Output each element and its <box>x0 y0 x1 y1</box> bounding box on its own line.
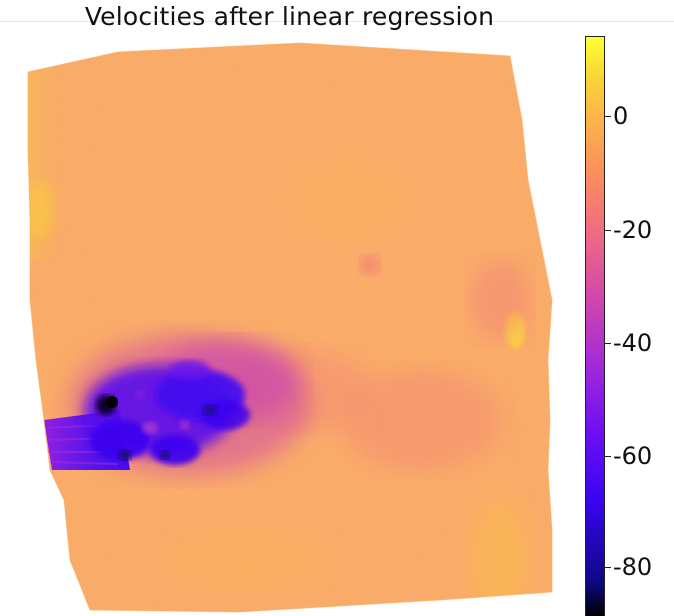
colorbar-tick <box>605 456 611 457</box>
colorbar-tick <box>605 230 611 231</box>
colorbar-tick-label: -80 <box>613 553 653 581</box>
colorbar-tick <box>605 343 611 344</box>
colorbar-tick-label: -20 <box>613 216 653 244</box>
colorbar-tick-label: -40 <box>613 329 653 357</box>
colorbar-tick <box>605 116 611 117</box>
colorbar-tick-label: -60 <box>613 442 653 470</box>
title-divider <box>0 21 674 22</box>
figure-title: Velocities after linear regression <box>84 2 495 31</box>
colorbar <box>585 36 605 616</box>
colorbar-tick-label: 0 <box>613 102 629 130</box>
colorbar-tick <box>605 567 611 568</box>
